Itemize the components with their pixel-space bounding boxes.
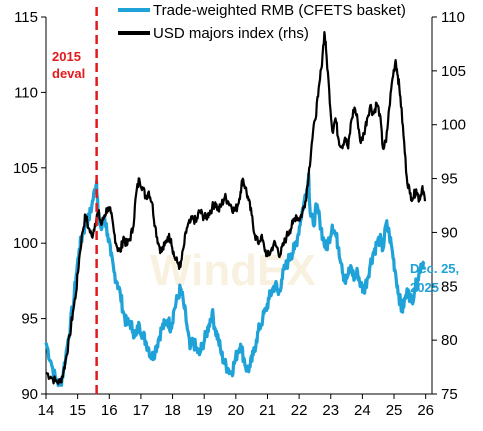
x-tick-label: 25 bbox=[386, 402, 403, 419]
left-tick-label: 110 bbox=[14, 84, 38, 101]
right-tick-label: 85 bbox=[441, 278, 458, 295]
right-tick-label: 75 bbox=[441, 386, 458, 403]
deval-label-line2: deval bbox=[52, 66, 85, 81]
x-tick-label: 24 bbox=[354, 402, 371, 419]
left-tick-label: 100 bbox=[13, 235, 38, 252]
series-line-usd bbox=[45, 31, 427, 385]
left-tick-label: 90 bbox=[21, 386, 38, 403]
series-layer bbox=[44, 31, 427, 388]
left-tick-label: 105 bbox=[13, 160, 38, 177]
right-tick-label: 110 bbox=[441, 9, 465, 26]
left-tick-label: 95 bbox=[21, 311, 38, 328]
x-tick-label: 19 bbox=[196, 402, 213, 419]
x-tick-label: 14 bbox=[38, 402, 55, 419]
right-tick-label: 80 bbox=[441, 332, 458, 349]
left-tick-label: 115 bbox=[14, 9, 38, 26]
x-tick-label: 15 bbox=[69, 402, 86, 419]
x-tick-label: 26 bbox=[417, 402, 434, 419]
x-tick-label: 20 bbox=[227, 402, 244, 419]
x-tick-label: 23 bbox=[322, 402, 339, 419]
series-line-rmb bbox=[44, 172, 426, 388]
legend-label-usd: USD majors index (rhs) bbox=[153, 25, 309, 42]
legend-label-rmb: Trade-weighted RMB (CFETS basket) bbox=[153, 2, 406, 19]
x-tick-label: 17 bbox=[133, 402, 150, 419]
x-tick-label: 18 bbox=[164, 402, 181, 419]
legend: Trade-weighted RMB (CFETS basket) USD ma… bbox=[118, 2, 406, 42]
deval-label-line1: 2015 bbox=[52, 49, 81, 64]
end-date-label-line1: Dec. 25, bbox=[410, 261, 459, 276]
x-tick-label: 16 bbox=[101, 402, 118, 419]
x-tick-label: 21 bbox=[259, 402, 276, 419]
axes-group: 90 95 100 105 110 115 75 80 85 90 95 100 105 110 14 15 1… bbox=[13, 9, 466, 419]
end-date-label-line2: 2025 bbox=[410, 280, 439, 295]
right-tick-label: 90 bbox=[441, 224, 458, 241]
right-tick-label: 105 bbox=[441, 63, 466, 80]
right-tick-label: 100 bbox=[441, 117, 466, 134]
right-tick-label: 95 bbox=[441, 171, 458, 188]
x-tick-label: 22 bbox=[291, 402, 308, 419]
